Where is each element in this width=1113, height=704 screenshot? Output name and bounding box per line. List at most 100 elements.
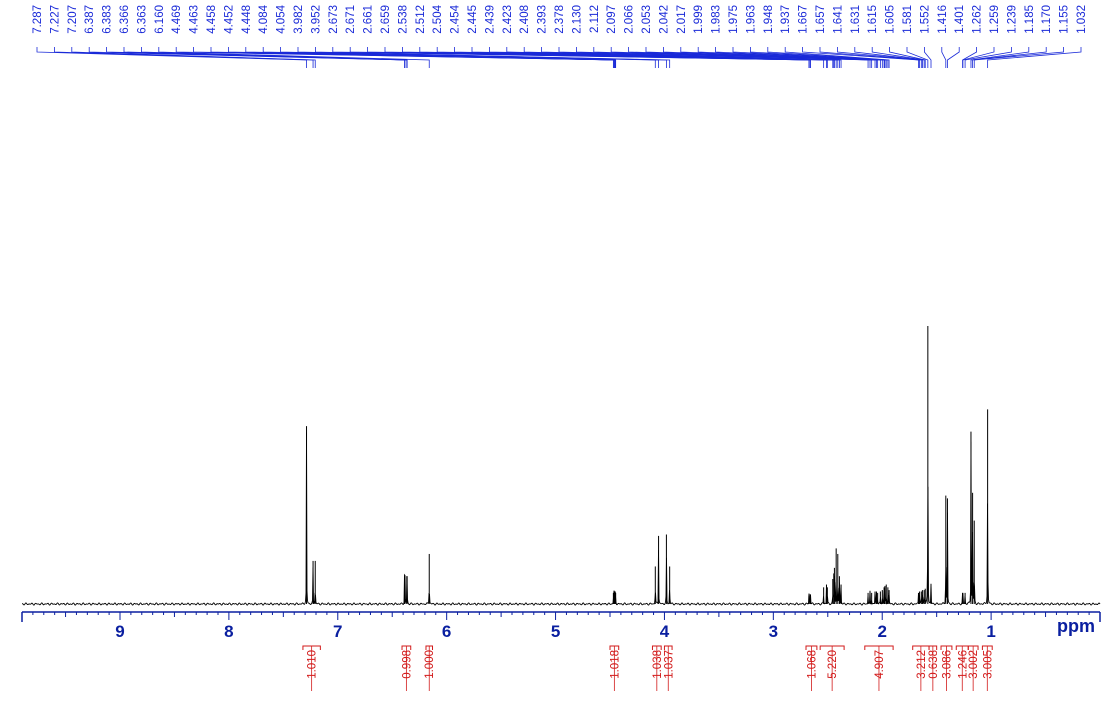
peak-label-leader — [732, 47, 886, 68]
integral-value-label: 0.638 — [928, 650, 940, 679]
peak-label-leader — [972, 47, 1047, 68]
peak-shift-label: 1.631 — [850, 5, 862, 34]
integral-value-label: 3.002 — [968, 650, 980, 679]
peak-label-leader — [715, 47, 885, 68]
integral-value-label: 3.005 — [982, 650, 994, 679]
x-axis-tick-label: 1 — [986, 622, 995, 641]
peak-shift-label: 2.408 — [519, 5, 531, 34]
spectrum-trace — [22, 432, 1101, 606]
peak-shift-label: 6.363 — [136, 5, 148, 34]
peak-shift-label: 2.053 — [641, 5, 653, 34]
peak-shift-label: 4.448 — [241, 5, 253, 34]
peak-label-leader — [54, 47, 314, 68]
peak-label-leader — [106, 47, 406, 68]
peak-shift-label: 1.170 — [1041, 5, 1053, 34]
integral-value-label: 0.998 — [401, 650, 413, 679]
peak-shift-label: 2.130 — [571, 5, 583, 34]
peak-shift-label: 4.452 — [223, 5, 235, 34]
peak-shift-label: 1.615 — [867, 5, 879, 34]
peak-shift-label: 1.975 — [728, 5, 740, 34]
integral-value-label: 3.212 — [916, 650, 928, 679]
integral-value-label: 1.037 — [663, 650, 675, 679]
peak-shift-label: 1.239 — [1006, 5, 1018, 34]
peak-shift-label: 2.017 — [676, 5, 688, 34]
peak-shift-label: 1.581 — [902, 5, 914, 34]
peak-shift-label: 1.605 — [885, 5, 897, 34]
ppm-axis: 9 8 7 6 5 4 3 2 1 — [21, 611, 1101, 641]
peak-shift-label: 4.469 — [171, 5, 183, 34]
x-axis-tick-label: 4 — [660, 622, 670, 641]
peak-shift-label: 1.155 — [1059, 5, 1071, 34]
spectrum-plot — [22, 326, 1101, 606]
peak-shift-label: 7.207 — [67, 5, 79, 34]
peak-label-leader — [663, 47, 879, 68]
peak-shift-label: 1.963 — [745, 5, 757, 34]
peak-shift-label: 2.423 — [502, 5, 514, 34]
peak-shift-label: 4.084 — [258, 4, 270, 33]
peak-shift-label: 1.937 — [780, 5, 792, 34]
peak-shift-label: 2.504 — [432, 4, 444, 33]
peak-shift-label: 6.366 — [119, 5, 131, 34]
peak-shift-label: 3.982 — [293, 5, 305, 34]
peak-shift-label: 3.952 — [310, 5, 322, 34]
peak-shift-label: 2.538 — [397, 5, 409, 34]
peak-label-leader — [924, 47, 932, 68]
peak-shift-label: 6.383 — [102, 5, 114, 34]
integral-value-label: 1.038 — [652, 650, 664, 679]
peak-shift-label: 4.463 — [189, 5, 201, 34]
peak-shift-label: 2.671 — [345, 5, 357, 34]
peak-shift-label: 2.445 — [467, 5, 479, 34]
peak-label-leader — [854, 47, 923, 68]
peak-label-leader — [871, 47, 925, 68]
peak-label-leader — [767, 47, 889, 68]
x-axis-tick-label: 2 — [877, 622, 886, 641]
x-axis-tick-label: 3 — [769, 622, 778, 641]
peak-label-leader — [140, 47, 408, 68]
peak-shift-label: 2.673 — [328, 5, 340, 34]
peak-label-leader — [941, 47, 947, 68]
peak-label-leader — [697, 47, 883, 68]
peak-label-leader — [837, 47, 922, 68]
peak-label-leader — [802, 47, 919, 68]
integral-group: 1.010 0.998 1.000 1.018 1.038 1.037 1.068 5.220… — [302, 645, 994, 691]
peak-shift-label: 7.287 — [32, 5, 44, 34]
peak-label-leader — [819, 47, 920, 68]
peak-label-leader — [962, 47, 995, 68]
peak-shift-label: 6.160 — [154, 5, 166, 34]
peak-label-leader — [947, 47, 960, 68]
peak-label-leader — [314, 47, 671, 68]
peak-shift-label: 6.387 — [84, 5, 96, 34]
x-axis-unit-label: ppm — [1057, 616, 1095, 636]
peak-label-leader — [245, 47, 617, 68]
peak-label-leader — [973, 47, 1064, 68]
peak-shift-label: 1.401 — [954, 5, 966, 34]
x-axis-tick-label: 9 — [115, 622, 124, 641]
peak-shift-label: 2.659 — [380, 5, 392, 34]
peak-shift-label: 1.948 — [763, 5, 775, 34]
peak-label-leader — [36, 47, 307, 68]
peak-label-leader — [71, 47, 316, 68]
x-axis-tick-label: 5 — [551, 622, 560, 641]
x-axis-tick-label: 6 — [442, 622, 451, 641]
peak-shift-label: 2.112 — [589, 5, 601, 33]
peak-shift-label: 2.042 — [658, 5, 670, 34]
peak-shift-label: 1.032 — [1076, 5, 1088, 34]
peak-label-leader — [123, 47, 408, 68]
peak-label-leader — [558, 47, 842, 68]
peak-shift-label: 2.066 — [624, 5, 636, 34]
peak-shift-label: 2.512 — [415, 5, 427, 34]
peak-label-leader — [987, 47, 1082, 68]
integral-value-label: 1.000 — [424, 650, 436, 679]
peak-shift-label: 1.262 — [972, 5, 984, 34]
peak-shift-label: 2.439 — [484, 5, 496, 34]
peak-label-leader — [750, 47, 887, 68]
peak-label-leader — [680, 47, 881, 68]
integral-value-label: 5.220 — [827, 650, 839, 679]
peak-shift-label: 7.227 — [49, 5, 61, 34]
peak-shift-label: 2.378 — [554, 5, 566, 34]
peak-shift-label: 1.657 — [815, 5, 827, 34]
x-axis-tick-label: 8 — [224, 622, 233, 641]
integral-value-label: 4.907 — [874, 650, 886, 679]
peak-label-leader — [906, 47, 929, 68]
